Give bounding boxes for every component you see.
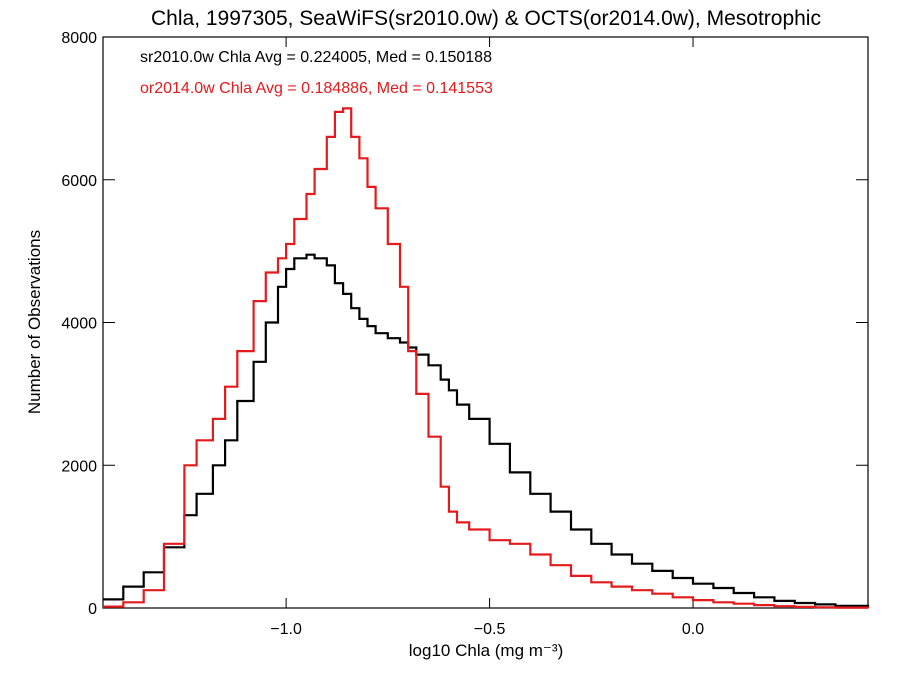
x-tick-label: 0.0 xyxy=(682,621,704,638)
y-tick-label: 4000 xyxy=(61,316,97,333)
x-axis-ticks: −1.0 −0.5 0.0 xyxy=(270,37,704,638)
annotation-sr2010: sr2010.0w Chla Avg = 0.224005, Med = 0.1… xyxy=(140,49,492,66)
x-axis-label: log10 Chla (mg m⁻³) xyxy=(409,641,563,660)
series-line-sr2010.0w xyxy=(103,253,870,608)
x-tick-label: −1.0 xyxy=(270,621,302,638)
y-tick-label: 0 xyxy=(88,601,97,618)
annotation-or2014: or2014.0w Chla Avg = 0.184886, Med = 0.1… xyxy=(140,80,493,97)
series-line-or2014.0w xyxy=(103,107,870,609)
y-tick-label: 8000 xyxy=(61,30,97,47)
y-axis-label: Number of Observations xyxy=(25,230,44,414)
plot-frame xyxy=(102,36,869,609)
y-tick-label: 2000 xyxy=(61,458,97,475)
chart-title: Chla, 1997305, SeaWiFS(sr2010.0w) & OCTS… xyxy=(151,7,821,30)
series-layer xyxy=(103,107,870,609)
y-axis-ticks: 0 2000 4000 6000 8000 xyxy=(61,30,868,618)
y-tick-label: 6000 xyxy=(61,173,97,190)
x-tick-label: −0.5 xyxy=(474,621,506,638)
